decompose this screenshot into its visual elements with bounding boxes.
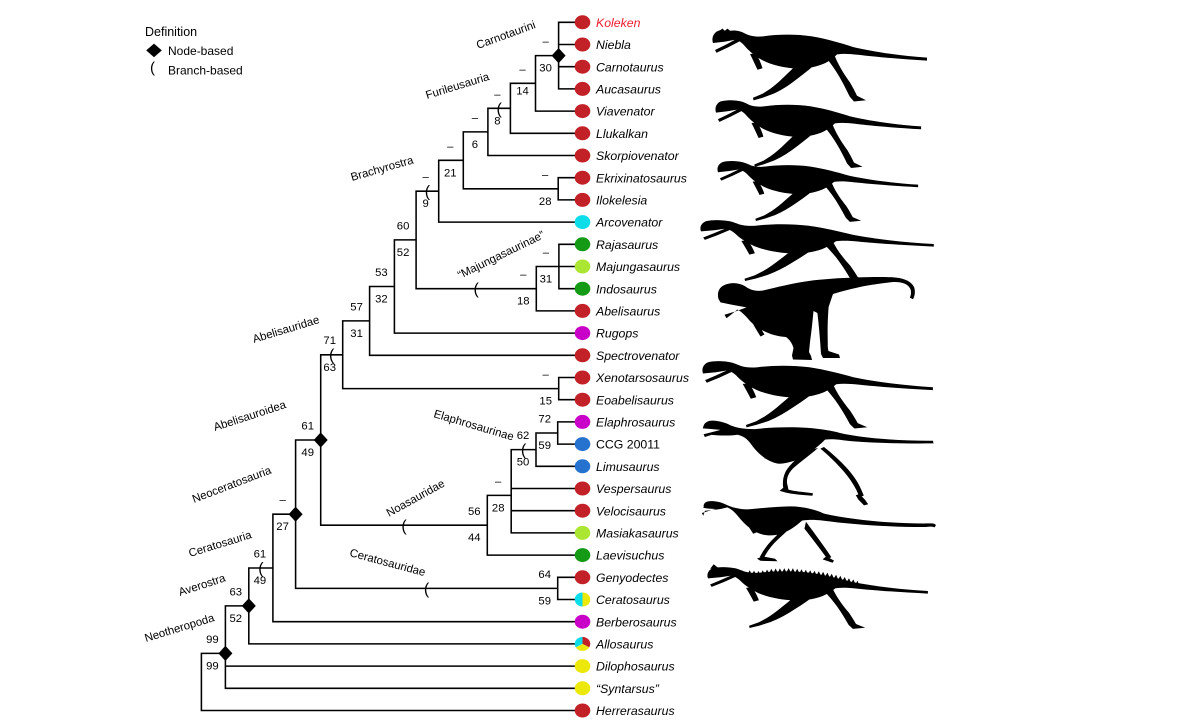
svg-text:Definition: Definition [145, 25, 197, 39]
svg-text:15: 15 [539, 396, 552, 408]
svg-text:61: 61 [254, 549, 267, 561]
svg-text:59: 59 [538, 440, 551, 452]
svg-text:(: ( [150, 60, 155, 77]
svg-text:56: 56 [468, 506, 481, 518]
svg-text:(: ( [329, 347, 335, 364]
svg-text:Rugops: Rugops [596, 327, 638, 341]
svg-text:28: 28 [539, 196, 552, 208]
svg-text:50: 50 [517, 457, 530, 469]
svg-text:Spectrovenator: Spectrovenator [596, 349, 680, 363]
svg-text:Masiakasaurus: Masiakasaurus [596, 527, 679, 541]
svg-text:(: ( [401, 518, 407, 535]
svg-text:57: 57 [350, 301, 363, 313]
svg-text:–: – [543, 247, 550, 259]
svg-text:–: – [543, 369, 550, 381]
svg-text:Allosaurus: Allosaurus [595, 638, 653, 652]
svg-text:–: – [542, 36, 549, 48]
svg-text:14: 14 [516, 85, 529, 97]
svg-text:(: ( [424, 581, 430, 598]
svg-text:Velocisaurus: Velocisaurus [596, 504, 666, 518]
svg-text:Rajasaurus: Rajasaurus [596, 238, 658, 252]
svg-text:59: 59 [538, 595, 551, 607]
svg-text:32: 32 [375, 294, 388, 306]
svg-text:Llukalkan: Llukalkan [596, 127, 648, 141]
svg-text:62: 62 [517, 430, 530, 442]
svg-text:61: 61 [301, 421, 314, 433]
svg-text:(: ( [521, 442, 527, 459]
svg-text:–: – [279, 495, 286, 507]
svg-text:Ekrixinatosaurus: Ekrixinatosaurus [596, 171, 687, 185]
svg-text:52: 52 [397, 247, 410, 259]
svg-text:9: 9 [423, 198, 429, 210]
svg-text:52: 52 [230, 613, 243, 625]
svg-text:Vespersaurus: Vespersaurus [596, 482, 671, 496]
svg-text:Ilokelesia: Ilokelesia [596, 194, 647, 208]
svg-text:CCG 20011: CCG 20011 [596, 438, 660, 452]
svg-text:(: ( [425, 184, 431, 201]
svg-text:–: – [447, 141, 454, 153]
svg-text:99: 99 [206, 634, 219, 646]
svg-text:–: – [494, 89, 501, 101]
svg-text:64: 64 [538, 569, 551, 581]
svg-text:8: 8 [494, 115, 500, 127]
svg-text:Abelisaurus: Abelisaurus [595, 305, 660, 319]
svg-text:63: 63 [230, 586, 243, 598]
svg-text:Herrerasaurus: Herrerasaurus [596, 704, 675, 718]
svg-text:Xenotarsosaurus: Xenotarsosaurus [595, 371, 689, 385]
svg-text:49: 49 [301, 447, 314, 459]
svg-text:Majungasaurus: Majungasaurus [596, 260, 680, 274]
svg-text:63: 63 [323, 362, 336, 374]
svg-text:Elaphrosaurus: Elaphrosaurus [596, 416, 675, 430]
svg-text:Genyodectes: Genyodectes [596, 571, 668, 585]
svg-text:Carnotaurus: Carnotaurus [596, 60, 664, 74]
svg-text:–: – [495, 476, 502, 488]
svg-text:–: – [542, 169, 549, 181]
svg-text:60: 60 [397, 220, 410, 232]
svg-text:Ceratosaurus: Ceratosaurus [596, 593, 670, 607]
svg-text:Limusaurus: Limusaurus [596, 460, 660, 474]
svg-text:“Syntarsus”: “Syntarsus” [596, 682, 660, 696]
svg-text:Aucasaurus: Aucasaurus [595, 83, 661, 97]
svg-text:Eoabelisaurus: Eoabelisaurus [596, 393, 674, 407]
svg-text:–: – [423, 172, 430, 184]
svg-text:71: 71 [323, 335, 336, 347]
svg-text:Koleken: Koleken [596, 16, 641, 30]
svg-text:6: 6 [472, 139, 478, 151]
svg-text:72: 72 [538, 414, 551, 426]
svg-text:(: ( [258, 561, 264, 578]
svg-text:18: 18 [517, 296, 530, 308]
svg-text:99: 99 [206, 660, 219, 672]
svg-text:Skorpiovenator: Skorpiovenator [596, 149, 680, 163]
svg-text:28: 28 [492, 502, 505, 514]
svg-text:44: 44 [468, 532, 481, 544]
svg-text:27: 27 [276, 521, 289, 533]
svg-text:31: 31 [350, 328, 363, 340]
svg-text:Viavenator: Viavenator [596, 105, 655, 119]
svg-text:53: 53 [375, 267, 388, 279]
svg-text:–: – [519, 64, 526, 76]
svg-text:49: 49 [254, 575, 267, 587]
svg-text:Dilophosaurus: Dilophosaurus [596, 660, 675, 674]
svg-text:Niebla: Niebla [596, 38, 631, 52]
svg-text:(: ( [497, 101, 503, 118]
svg-text:Branch-based: Branch-based [168, 64, 243, 78]
svg-text:Indosaurus: Indosaurus [596, 282, 657, 296]
svg-text:(: ( [474, 281, 480, 298]
svg-text:Arcovenator: Arcovenator [595, 216, 663, 230]
svg-text:Berberosaurus: Berberosaurus [596, 615, 677, 629]
svg-text:31: 31 [540, 274, 553, 286]
svg-text:30: 30 [539, 63, 552, 75]
svg-text:Node-based: Node-based [168, 44, 233, 58]
svg-text:21: 21 [444, 167, 457, 179]
svg-text:–: – [520, 269, 527, 281]
svg-text:Laevisuchus: Laevisuchus [596, 549, 664, 563]
svg-text:–: – [472, 112, 479, 124]
